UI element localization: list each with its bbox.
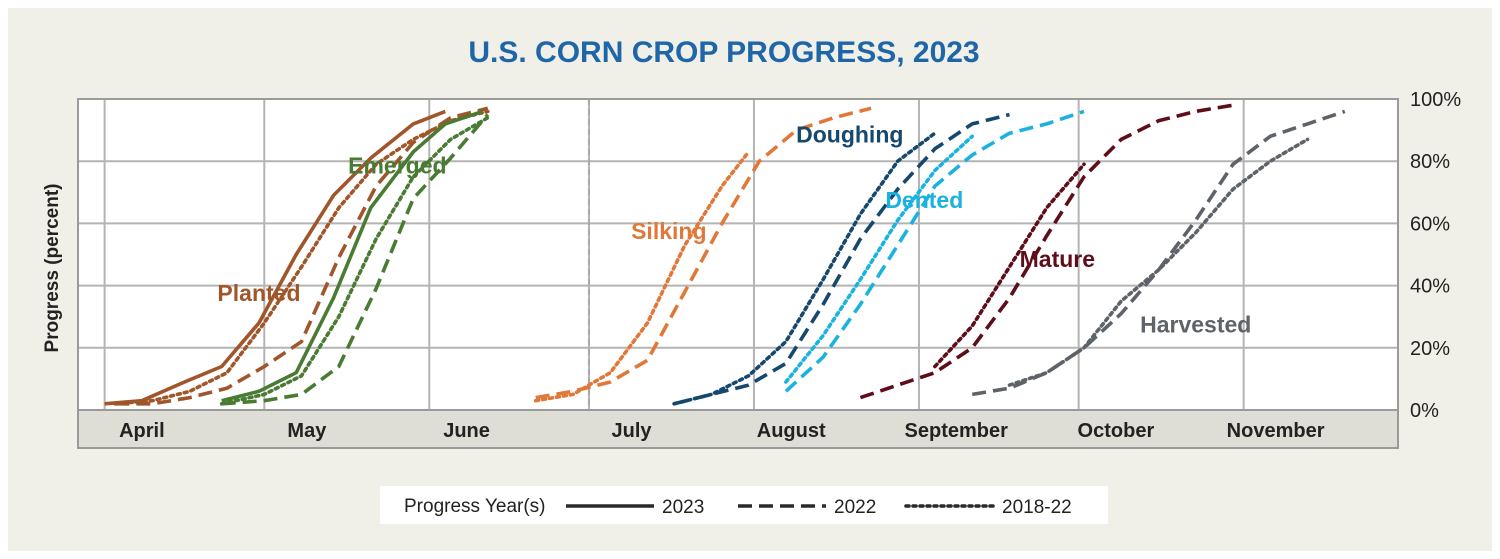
- series-line-silking-2018-22: [533, 150, 751, 403]
- x-tick-label: May: [287, 420, 327, 442]
- x-tick-label: August: [757, 420, 826, 442]
- chart-svg: U.S. CORN CROP PROGRESS, 2023 April May Ju…: [42, 36, 1461, 524]
- series-line-mature-2022: [859, 103, 1234, 400]
- series-line-harvested-2022: [971, 109, 1346, 397]
- series-line-doughing-2022: [673, 112, 1010, 406]
- series-line-silking-2022: [535, 106, 872, 400]
- legend-label: 2023: [662, 497, 704, 518]
- series-line-dented-2022: [784, 109, 1085, 393]
- x-tick-label: October: [1078, 420, 1155, 442]
- y-tick-label: 20%: [1410, 338, 1450, 360]
- y-tick-label: 80%: [1410, 151, 1450, 173]
- chart-figure: U.S. CORN CROP PROGRESS, 2023 April May Ju…: [8, 8, 1492, 551]
- series-line-mature-2018-22: [933, 162, 1086, 369]
- x-tick-label: July: [612, 420, 653, 442]
- series-line-doughing-2018-22: [672, 131, 937, 406]
- stage-label-silking: Silking: [631, 218, 706, 244]
- stage-label-mature: Mature: [1020, 246, 1095, 272]
- stage-label-harvested: Harvested: [1140, 311, 1251, 337]
- y-axis-label: Progress (percent): [42, 184, 63, 353]
- stage-label-planted: Planted: [217, 280, 300, 306]
- month-band: [78, 410, 1398, 448]
- chart-title: U.S. CORN CROP PROGRESS, 2023: [468, 36, 979, 69]
- series-line-planted-2023: [104, 109, 446, 406]
- series-line-emerged-2022: [221, 113, 490, 406]
- stage-label-doughing: Doughing: [796, 122, 903, 148]
- legend: Progress Year(s) 2023 2022 2018-22: [380, 486, 1108, 524]
- y-tick-label: 60%: [1410, 213, 1450, 235]
- series-line-dented-2018-22: [784, 134, 975, 384]
- y-tick-label: 100%: [1410, 89, 1461, 111]
- stage-label-dented: Dented: [885, 187, 963, 213]
- legend-label: 2022: [834, 497, 876, 518]
- y-tick-label: 0%: [1410, 400, 1439, 422]
- x-tick-label: April: [119, 420, 165, 442]
- series-line-emerged-2018-22: [219, 115, 490, 406]
- series-line-planted-2018-22: [113, 109, 490, 406]
- legend-title: Progress Year(s): [404, 496, 546, 517]
- plot-background: [78, 99, 1398, 410]
- legend-label: 2018-22: [1002, 497, 1072, 518]
- series-line-emerged-2023: [221, 109, 484, 403]
- series-line-harvested-2018-22: [1007, 137, 1310, 387]
- stage-label-emerged: Emerged: [348, 153, 446, 179]
- series-line-planted-2022: [115, 106, 489, 406]
- x-tick-label: September: [905, 420, 1009, 442]
- y-tick-label: 40%: [1410, 276, 1450, 298]
- x-tick-label: June: [443, 420, 490, 442]
- plot-area: April May June July August September October No…: [77, 89, 1461, 449]
- x-tick-label: November: [1227, 420, 1325, 442]
- plot-border: [77, 98, 1399, 449]
